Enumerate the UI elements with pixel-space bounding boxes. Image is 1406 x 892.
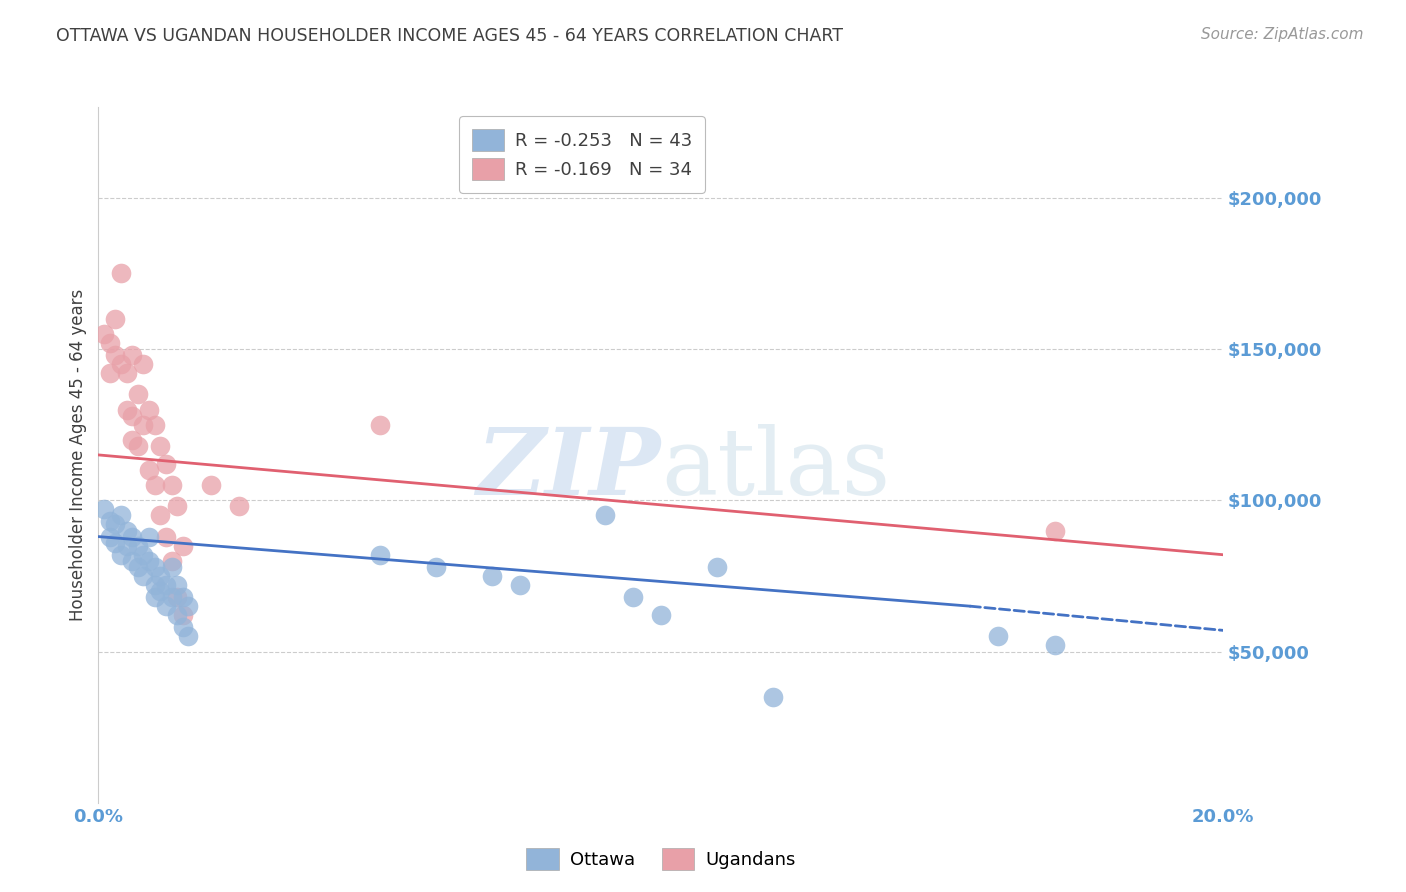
Point (104, 348, 127, 362)
Point (160, 590, 183, 604)
Point (149, 569, 172, 583)
Point (138, 554, 160, 568)
Point (104, 535, 127, 549)
Point (138, 402, 160, 417)
Point (481, 569, 503, 583)
Point (98, 366, 121, 380)
Point (98, 530, 121, 544)
Point (127, 439, 149, 453)
Point (160, 478, 183, 492)
Point (132, 548, 155, 562)
Point (177, 629, 200, 643)
Text: ZIP: ZIP (477, 424, 661, 514)
Point (121, 409, 143, 423)
Point (155, 599, 177, 614)
Point (93, 502, 115, 516)
Point (1043, 524, 1066, 538)
Point (127, 387, 149, 401)
Point (143, 590, 166, 604)
Point (121, 433, 143, 447)
Point (143, 559, 166, 574)
Point (115, 366, 138, 380)
Point (127, 539, 149, 553)
Point (155, 457, 177, 471)
Point (987, 629, 1010, 643)
Point (368, 548, 391, 562)
Point (149, 439, 172, 453)
Point (98, 336, 121, 351)
Legend: Ottawa, Ugandans: Ottawa, Ugandans (519, 841, 803, 877)
Point (172, 590, 194, 604)
Point (121, 530, 143, 544)
Point (166, 590, 188, 604)
Text: Source: ZipAtlas.com: Source: ZipAtlas.com (1201, 27, 1364, 42)
Point (172, 620, 194, 634)
Point (593, 508, 616, 523)
Point (155, 578, 177, 592)
Point (172, 608, 194, 623)
Point (115, 539, 138, 553)
Point (155, 530, 177, 544)
Point (706, 559, 728, 574)
Point (115, 402, 138, 417)
Point (166, 608, 188, 623)
Point (121, 554, 143, 568)
Point (149, 508, 172, 523)
Point (132, 569, 155, 583)
Point (200, 478, 222, 492)
Text: atlas: atlas (661, 424, 890, 514)
Point (621, 590, 644, 604)
Point (138, 463, 160, 477)
Point (650, 608, 672, 623)
Point (143, 417, 166, 432)
Point (127, 559, 149, 574)
Point (160, 559, 183, 574)
Point (132, 417, 155, 432)
Point (509, 578, 531, 592)
Point (166, 578, 188, 592)
Point (166, 500, 188, 514)
Point (138, 530, 160, 544)
Point (132, 357, 155, 371)
Point (104, 517, 127, 532)
Point (425, 559, 447, 574)
Point (104, 311, 127, 326)
Point (143, 478, 166, 492)
Point (228, 500, 250, 514)
Point (115, 524, 138, 538)
Point (98, 515, 121, 529)
Point (177, 599, 200, 614)
Text: OTTAWA VS UGANDAN HOUSEHOLDER INCOME AGES 45 - 64 YEARS CORRELATION CHART: OTTAWA VS UGANDAN HOUSEHOLDER INCOME AGE… (56, 27, 844, 45)
Point (149, 584, 172, 599)
Point (172, 539, 194, 553)
Y-axis label: Householder Income Ages 45 - 64 years: Householder Income Ages 45 - 64 years (69, 289, 87, 621)
Point (143, 578, 166, 592)
Point (110, 267, 132, 281)
Point (160, 554, 183, 568)
Point (368, 417, 391, 432)
Point (121, 348, 143, 362)
Point (762, 690, 785, 704)
Point (93, 326, 115, 341)
Point (110, 548, 132, 562)
Point (110, 357, 132, 371)
Point (110, 508, 132, 523)
Point (1043, 639, 1066, 653)
